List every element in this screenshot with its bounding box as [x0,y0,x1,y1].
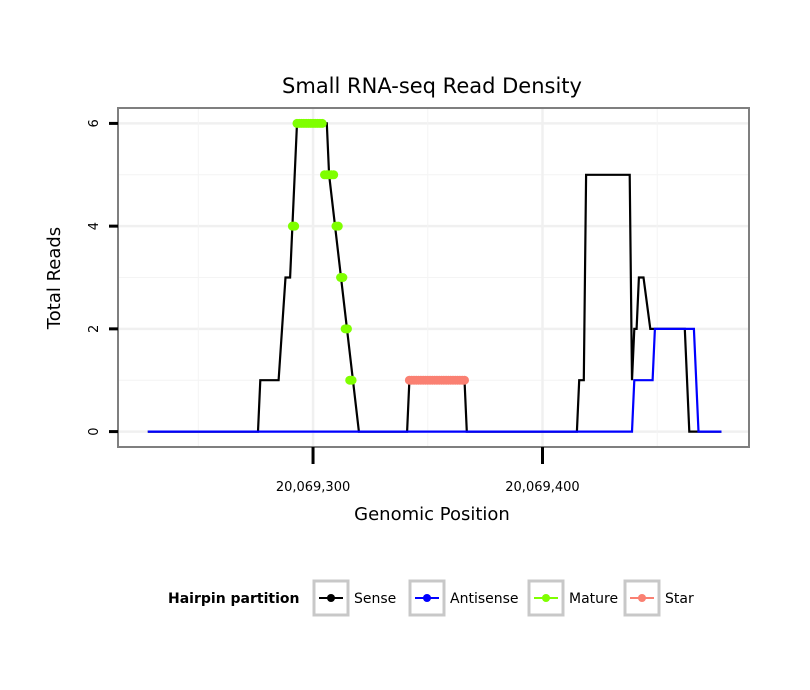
y-axis: 0 2 4 6 [87,119,118,436]
series-antisense [147,327,722,433]
legend: Hairpin partition Sense Antisense Mature St… [168,579,694,617]
legend-title: Hairpin partition [168,591,299,607]
series-sense [147,122,722,433]
x-axis: 20,069,300 20,069,400 [276,447,580,495]
legend-item-star: Star [623,579,694,617]
legend-key-point [423,594,431,602]
plot-panel-border [117,107,750,448]
legend-label: Antisense [450,591,519,607]
y-tick-label: 6 [87,119,102,127]
legend-item-antisense: Antisense [408,579,519,617]
data-point-star [459,375,469,385]
x-axis-title: Genomic Position [354,504,510,525]
x-tick-label: 20,069,300 [276,480,350,495]
legend-item-mature: Mature [527,579,618,617]
chart-title: Small RNA-seq Read Density [282,74,582,98]
series-star [404,375,469,385]
grid [118,108,749,447]
data-point-mature [342,324,352,334]
y-tick-label: 4 [87,222,102,230]
data-point-mature [333,221,343,231]
legend-item-sense: Sense [312,579,396,617]
legend-key-point [542,594,550,602]
legend-key-point [638,594,646,602]
series-layer [147,118,722,433]
data-point-mature [290,221,300,231]
data-point-mature [338,273,348,282]
x-tick-label: 20,069,400 [505,480,579,495]
legend-label: Sense [354,591,396,607]
series-line-sense [147,122,722,433]
y-tick-label: 2 [87,325,102,333]
y-tick-label: 0 [87,427,102,435]
data-point-mature [329,170,339,180]
series-line-antisense [147,327,722,433]
legend-key-point [327,594,335,602]
data-point-mature [347,375,357,385]
y-axis-title: Total Reads [44,227,65,330]
series-mature [287,118,357,385]
legend-label: Mature [569,591,618,607]
data-point-mature [317,118,327,128]
legend-label: Star [665,591,694,607]
